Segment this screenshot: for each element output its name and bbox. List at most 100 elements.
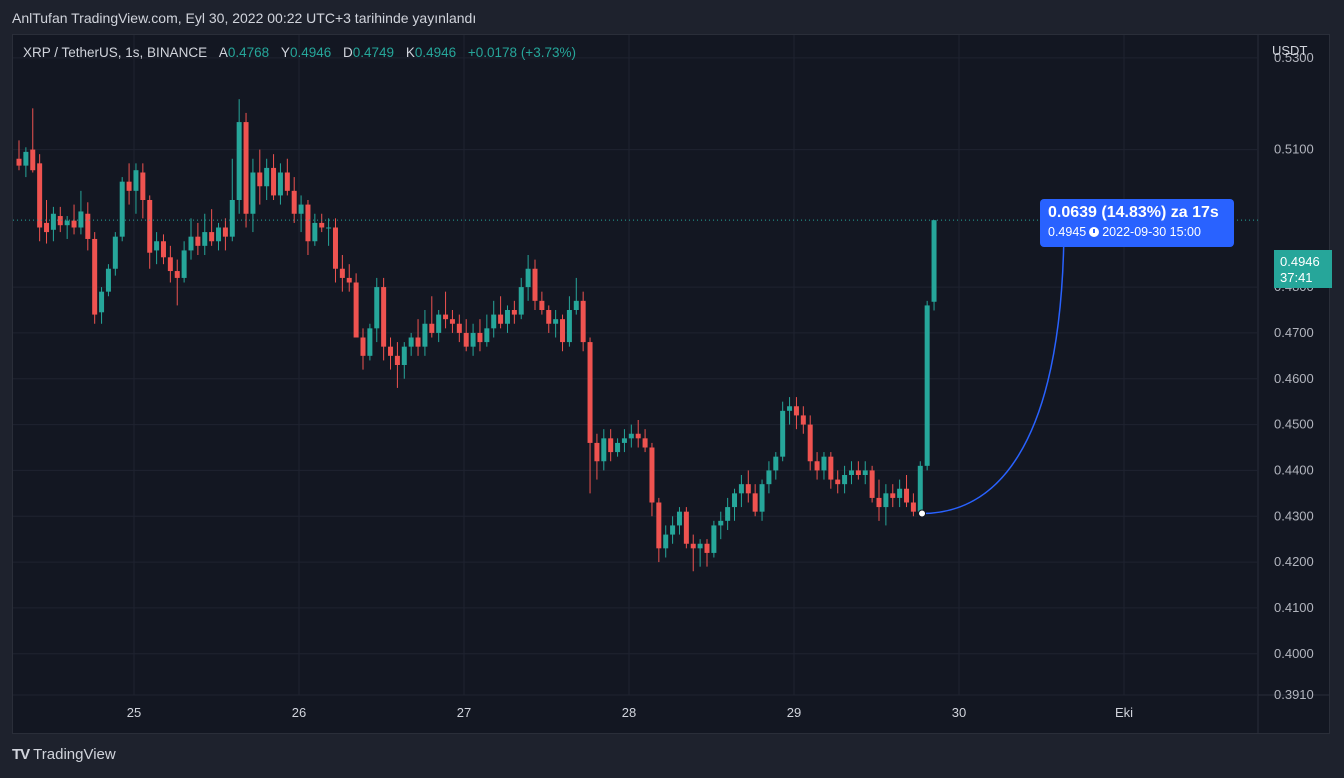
candle-body <box>216 227 222 242</box>
candle-body <box>160 241 166 258</box>
low-value: 0.4749 <box>352 45 395 60</box>
candle-body <box>752 493 758 512</box>
candle-body <box>800 415 806 425</box>
candle-body <box>580 300 586 343</box>
candle-body <box>37 163 43 228</box>
chart-area[interactable]: 0.53000.51000.48000.47000.46000.45000.44… <box>12 34 1332 734</box>
candle-body <box>711 525 717 553</box>
candle-body <box>663 534 669 549</box>
candle-body <box>573 300 579 310</box>
candle-body <box>876 497 882 508</box>
candle-body <box>449 319 455 324</box>
low-label: D <box>343 45 353 60</box>
candle-body <box>50 213 56 230</box>
candle-body <box>291 190 297 214</box>
candle-body <box>167 257 173 272</box>
candle-body <box>222 227 228 237</box>
candle-body <box>862 470 868 475</box>
candle-body <box>229 200 235 237</box>
candle-body <box>807 424 813 462</box>
candle-body <box>628 433 634 439</box>
candle-body <box>525 268 531 288</box>
candle-body <box>566 310 572 343</box>
y-tick-label: 0.4100 <box>1274 600 1314 615</box>
candle-body <box>30 149 36 171</box>
publish-line: AnlTufan TradingView.com, Eyl 30, 2022 0… <box>12 10 477 26</box>
y-tick-label: 0.4600 <box>1274 371 1314 386</box>
x-tick-label: 27 <box>457 705 471 720</box>
candle-body <box>704 543 710 553</box>
candle-body <box>394 355 400 365</box>
candle-body <box>601 438 607 462</box>
candle-body <box>518 287 524 315</box>
candle-body <box>202 232 208 246</box>
y-tick-label: 0.5100 <box>1274 142 1314 157</box>
candle-body <box>745 484 751 494</box>
candle-body <box>312 222 318 242</box>
candle-body <box>855 470 861 475</box>
candle-body <box>470 332 476 347</box>
candle-body <box>360 337 366 356</box>
candle-body <box>621 438 627 443</box>
candle-body <box>436 314 442 333</box>
candle-body <box>346 277 352 283</box>
candle-body <box>904 488 910 503</box>
candle-body <box>443 314 449 320</box>
candle-body <box>511 310 517 315</box>
candle-body <box>780 410 786 457</box>
close-value: 0.4946 <box>414 45 457 60</box>
tradingview-brand[interactable]: TV TradingView <box>12 746 116 763</box>
candle-body <box>332 227 338 269</box>
y-tick-label: 0.3910 <box>1274 687 1314 702</box>
candle-body <box>119 181 125 237</box>
candle-body <box>271 167 277 196</box>
candle-body <box>725 507 731 521</box>
candle-body <box>766 470 772 485</box>
candle-body <box>828 456 834 480</box>
candle-body <box>587 342 593 443</box>
last-price-tag: 0.4946 37:41 <box>1274 250 1332 288</box>
candle-body <box>326 227 332 229</box>
candle-body <box>64 220 70 226</box>
x-tick-label: 26 <box>292 705 306 720</box>
candle-body <box>553 319 559 324</box>
candle-body <box>188 236 194 251</box>
candle-body <box>615 442 621 453</box>
candle-body <box>491 314 497 329</box>
candle-body <box>236 122 242 200</box>
y-tick-label: 0.4300 <box>1274 508 1314 523</box>
candle-body <box>243 122 249 214</box>
clock-icon <box>1089 227 1100 237</box>
price-unit-label[interactable]: USDT <box>1272 43 1308 58</box>
candle-body <box>835 479 841 485</box>
candle-body <box>690 543 696 549</box>
candle-body <box>85 213 91 239</box>
x-tick-label: 28 <box>622 705 636 720</box>
candle-body <box>99 291 105 313</box>
measure-target-time: 2022-09-30 15:00 <box>1102 225 1201 239</box>
candle-body <box>57 216 63 226</box>
candle-body <box>504 310 510 324</box>
candlestick-chart[interactable]: 0.53000.51000.48000.47000.46000.45000.44… <box>13 35 1329 733</box>
measure-callout[interactable]: 0.0639 (14.83%) za 17s 0.4945 2022-09-30… <box>1040 199 1234 247</box>
candle-body <box>635 433 641 439</box>
candle-body <box>683 511 689 544</box>
candle-body <box>456 323 462 333</box>
candle-body <box>787 406 793 411</box>
candle-body <box>92 238 98 315</box>
candle-body <box>539 300 545 310</box>
y-tick-label: 0.4200 <box>1274 554 1314 569</box>
symbol-name[interactable]: XRP / TetherUS, 1s, BINANCE <box>23 45 208 60</box>
candle-body <box>112 236 118 269</box>
candle-body <box>931 220 937 302</box>
candle-body <box>697 543 703 549</box>
candle-body <box>773 456 779 471</box>
y-tick-label: 0.4700 <box>1274 325 1314 340</box>
candle-body <box>917 465 923 512</box>
candle-body <box>759 484 765 512</box>
candle-body <box>869 470 875 498</box>
candle-body <box>924 305 930 466</box>
x-tick-label: Eki <box>1115 705 1133 720</box>
y-tick-label: 0.4000 <box>1274 646 1314 661</box>
candle-body <box>305 204 311 242</box>
